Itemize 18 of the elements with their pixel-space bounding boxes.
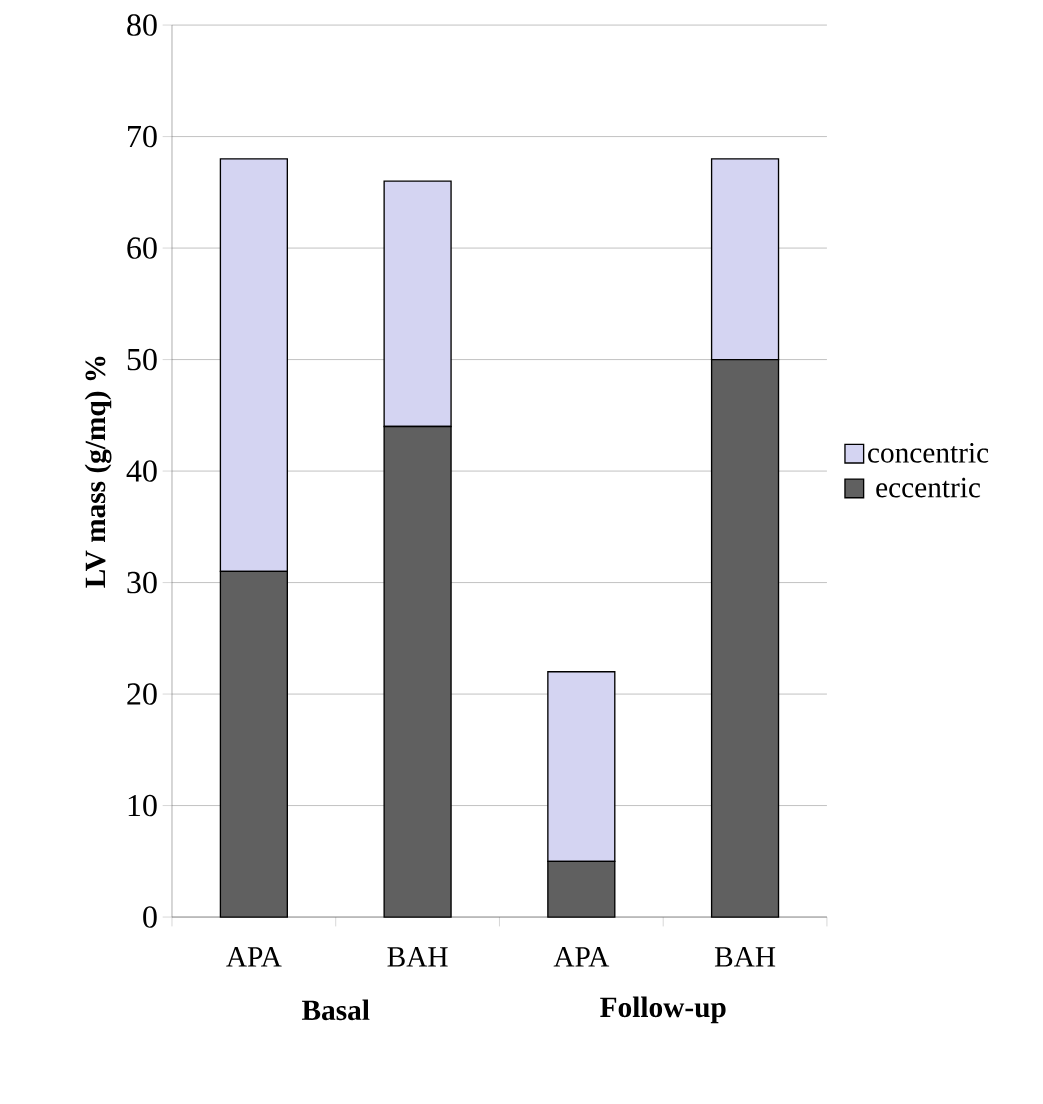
y-tick-label: 20 [127,683,157,705]
legend-label: concentric [868,442,989,463]
text: Basal [302,999,370,1021]
x-tick-label: BAH [387,947,448,967]
x-tick-label: APA [553,947,610,967]
x-tick-label: APA [226,947,282,967]
y-tick-label: 80 [127,14,157,36]
y-tick-label: 70 [128,125,157,148]
y-tick-label: 0 [143,906,157,928]
y-tick-label: 50 [127,348,157,371]
y-tick-label: 30 [127,571,157,594]
y-axis-title: LV mass (g/mq) % [84,356,112,588]
x-tick-label: BAH [714,947,776,967]
y-tick-label: 10 [128,794,157,817]
legend-label: eccentric [876,477,981,498]
y-tick-label: 40 [126,460,157,482]
text: Follow-up [600,996,726,1024]
y-tick-label: 60 [127,237,157,259]
